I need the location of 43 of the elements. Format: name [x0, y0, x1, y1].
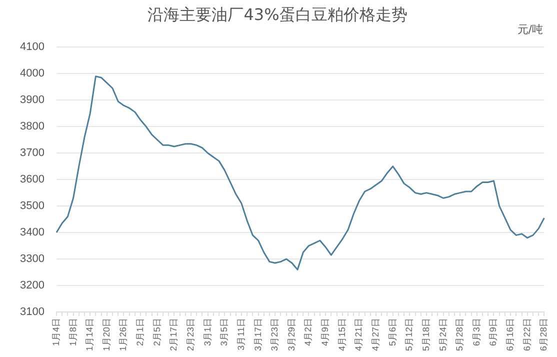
y-tick-label: 4000: [20, 68, 44, 80]
x-tick-label: 1月8日: [68, 318, 78, 346]
y-tick-label: 3400: [20, 226, 44, 239]
y-tick-label: 3700: [20, 147, 44, 160]
x-tick-label: 2月17日: [168, 318, 179, 352]
x-tick-label: 4月15日: [336, 318, 347, 352]
y-tick-label: 3600: [20, 174, 44, 186]
y-axis-title: 元/吨: [517, 22, 543, 37]
x-tick-label: 6月9日: [488, 318, 498, 346]
y-tick-label: 3800: [20, 120, 44, 133]
x-tick-label: 6月22日: [522, 318, 532, 352]
x-tick-label: 3月5日: [219, 318, 230, 346]
x-tick-label: 5月18日: [420, 318, 431, 352]
x-tick-label: 5月6日: [387, 318, 398, 346]
x-tick-label: 3月1日: [202, 318, 212, 346]
x-tick-label: 2月5日: [152, 318, 162, 346]
x-tick-label: 2月1日: [135, 318, 146, 346]
x-tick-label: 3月23日: [270, 318, 280, 352]
x-tick-label: 1月14日: [84, 318, 95, 352]
x-tick-label: 4月21日: [354, 318, 364, 352]
x-tick-label: 5月12日: [404, 318, 414, 352]
x-tick-label: 4月27日: [370, 318, 380, 352]
x-tick-label: 3月11日: [236, 318, 246, 350]
y-tick-label: 3500: [20, 200, 44, 212]
x-tick-label: 6月3日: [471, 318, 482, 346]
x-tick-label: 5月24日: [438, 318, 448, 352]
x-tick-label: 5月28日: [454, 318, 465, 352]
x-tick-label: 3月29日: [286, 318, 296, 352]
x-tick-label: 4月9日: [320, 318, 330, 346]
y-tick-label: 3100: [20, 306, 44, 318]
y-tick-label: 3900: [20, 94, 44, 106]
x-tick-label: 2月23日: [186, 318, 196, 352]
x-tick-label: 6月28日: [538, 318, 549, 352]
x-tick-label: 3月17日: [252, 318, 263, 352]
x-tick-label: 1月20日: [101, 318, 112, 352]
y-tick-label: 3200: [20, 280, 44, 292]
y-tick-label: 4100: [20, 41, 44, 54]
y-tick-label: 3300: [20, 253, 44, 266]
x-tick-label: 4月2日: [303, 318, 314, 346]
x-tick-label: 1月26日: [118, 318, 128, 352]
x-tick-label: 1月4日: [50, 318, 61, 346]
x-tick-label: 6月16日: [505, 318, 516, 352]
chart-title: 沿海主要油厂43%蛋白豆粕价格走势: [148, 4, 408, 24]
